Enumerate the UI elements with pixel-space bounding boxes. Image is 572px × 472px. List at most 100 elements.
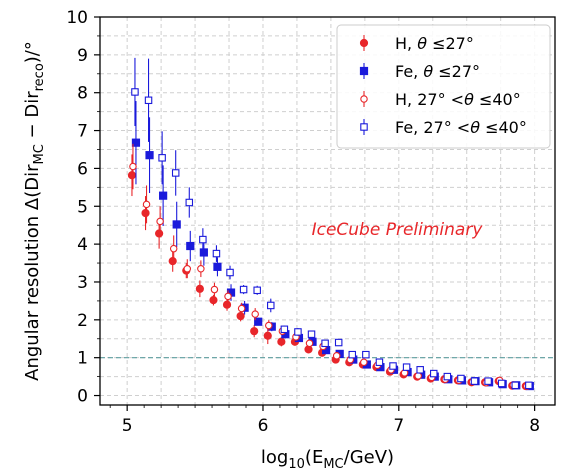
data-point [183, 264, 192, 273]
data-point [470, 377, 479, 385]
data-point [360, 358, 368, 366]
data-point [457, 374, 465, 383]
legend-box [336, 24, 551, 149]
x-tick-label: 6 [258, 416, 269, 436]
data-point [263, 331, 272, 340]
series-points [131, 57, 533, 390]
data-point [305, 339, 314, 348]
data-points [127, 57, 534, 391]
preliminary-annotation: IceCube Preliminary [312, 220, 484, 240]
y-tick-label: 7 [77, 122, 88, 142]
data-point [348, 350, 357, 359]
legend-entry: H, 27° <θ ≤40° [360, 90, 521, 109]
y-tick-label: 2 [77, 311, 88, 331]
data-point [210, 285, 219, 294]
legend-entry: Fe, θ ≤27° [359, 62, 480, 81]
legend-entry: Fe, 27° <θ ≤40° [360, 118, 527, 137]
data-point [443, 372, 452, 381]
legend-marker-shape [359, 38, 369, 48]
data-point [525, 381, 533, 390]
data-point [168, 257, 177, 266]
data-point [155, 229, 164, 238]
y-tick-label: 3 [77, 273, 88, 293]
data-point [199, 248, 208, 257]
data-point [237, 304, 246, 313]
y-tick-label: 9 [77, 46, 88, 66]
data-point [294, 328, 302, 336]
legend-marker [359, 35, 369, 51]
legend-marker-shape [360, 95, 368, 103]
data-point [197, 264, 205, 273]
x-axis-ticks: 5 6 7 8 [109, 405, 540, 436]
data-point [375, 358, 384, 366]
data-point [145, 151, 154, 160]
data-point [127, 171, 137, 180]
data-point [402, 363, 411, 371]
data-point [389, 362, 397, 370]
legend-label: Fe, 27° <θ ≤40° [395, 118, 527, 137]
data-point [186, 241, 195, 251]
data-point [213, 262, 222, 271]
legend-marker-shape [359, 66, 369, 76]
y-tick-label: 10 [66, 8, 88, 28]
data-point [280, 325, 289, 334]
y-tick-label: 5 [77, 197, 88, 217]
y-axis-ticks: 0 1 2 3 4 5 6 7 8 9 10 [66, 8, 100, 407]
data-point [209, 296, 218, 305]
data-point [321, 339, 329, 348]
y-tick-label: 4 [77, 235, 88, 255]
y-tick-label: 0 [77, 387, 88, 407]
data-point [156, 217, 164, 226]
data-point [484, 377, 492, 385]
data-point [131, 138, 141, 147]
data-point [171, 169, 180, 177]
data-point [172, 220, 181, 229]
legend: H, θ ≤27° Fe, θ ≤27° H, 27° <θ ≤40° Fe, … [336, 24, 551, 149]
x-tick-label: 7 [393, 416, 404, 436]
data-point [144, 96, 153, 105]
data-point [307, 330, 316, 338]
data-point [251, 310, 259, 318]
data-point [334, 338, 343, 347]
data-point [332, 352, 341, 360]
data-point [129, 162, 137, 171]
x-axis-label: log10(EMC/GeV) [261, 447, 394, 472]
data-point [236, 311, 245, 321]
data-point [267, 301, 275, 310]
data-point [430, 369, 438, 378]
data-point [511, 381, 520, 390]
data-point [142, 200, 151, 209]
y-axis-label: Angular resolution Δ(DirMC − Dirreco)/° [22, 41, 47, 381]
data-point [159, 191, 168, 200]
data-point [239, 285, 248, 294]
x-tick-label: 5 [122, 416, 133, 436]
legend-marker [359, 63, 369, 79]
data-point [195, 284, 204, 293]
y-tick-label: 1 [77, 349, 88, 369]
data-point [250, 327, 259, 336]
data-point [416, 366, 424, 374]
data-point [199, 235, 207, 244]
plot-frame [99, 16, 556, 406]
legend-entry: H, θ ≤27° [359, 34, 474, 53]
data-point [222, 300, 232, 309]
legend-marker-shape [360, 123, 368, 131]
y-tick-label: 6 [77, 159, 88, 179]
data-point [169, 244, 178, 253]
data-point [265, 321, 273, 330]
data-point [224, 292, 232, 301]
data-point [497, 379, 506, 388]
legend-marker [360, 119, 368, 135]
y-tick-label: 8 [77, 84, 88, 104]
data-point [254, 317, 263, 326]
data-point [226, 268, 234, 277]
data-point [362, 350, 370, 359]
legend-label: H, 27° <θ ≤40° [395, 90, 521, 109]
data-point [185, 198, 194, 207]
data-point [212, 249, 221, 258]
data-point [414, 372, 422, 380]
data-point [277, 337, 286, 346]
x-tick-label: 8 [529, 416, 540, 436]
legend-label: Fe, θ ≤27° [395, 62, 480, 81]
